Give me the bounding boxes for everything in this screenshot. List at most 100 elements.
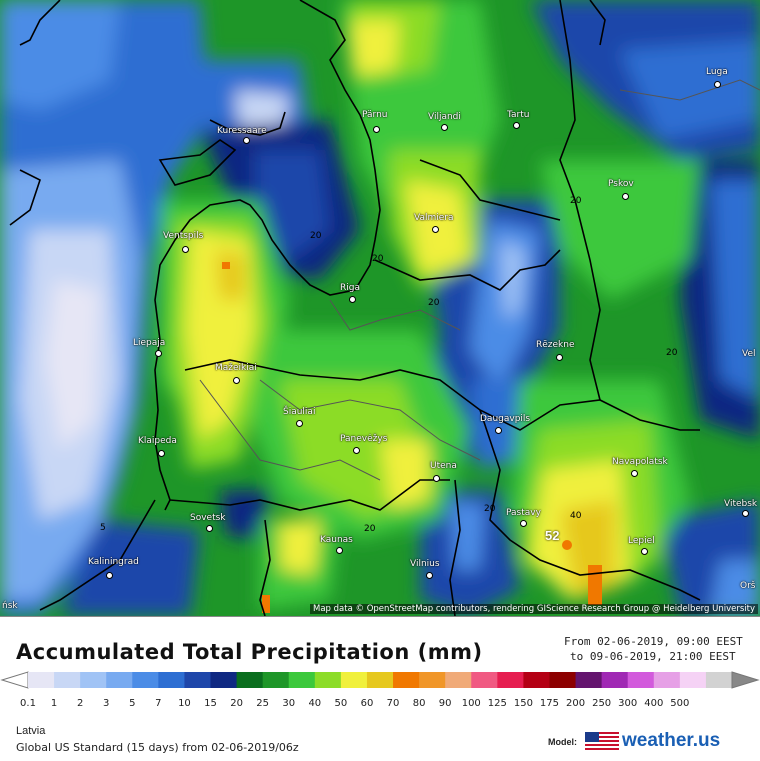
- city-label[interactable]: Pskov: [608, 179, 634, 189]
- city-label[interactable]: Ventspils: [163, 231, 204, 241]
- city-label[interactable]: Panevėžys: [340, 434, 388, 444]
- city-label[interactable]: Orš: [740, 581, 756, 591]
- city-label[interactable]: Luga: [706, 67, 728, 77]
- scale-color-cell: [210, 672, 238, 688]
- map-title: Accumulated Total Precipitation (mm): [16, 640, 483, 664]
- period-from: From 02-06-2019, 09:00 EEST: [564, 635, 743, 648]
- scale-tick-label: 150: [513, 698, 533, 709]
- contour-label: 20: [570, 196, 582, 206]
- contour-label: 20: [666, 348, 678, 358]
- scale-color-cell: [314, 672, 342, 688]
- city-label[interactable]: Lepiel: [628, 536, 655, 546]
- city-label[interactable]: Valmiera: [414, 213, 454, 223]
- scale-tick-label: 500: [670, 698, 690, 709]
- city-label[interactable]: Pastavy: [506, 508, 541, 518]
- scale-color-cell: [132, 672, 159, 688]
- scale-color-cell: [288, 672, 316, 688]
- scale-color-cell: [366, 672, 394, 688]
- scale-tick-label: 15: [204, 698, 217, 709]
- scale-color-cell: [106, 672, 133, 688]
- scale-tick-label: 10: [178, 698, 191, 709]
- scale-color-cell: [158, 672, 185, 688]
- scale-tick-label: 80: [412, 698, 426, 709]
- scale-color-cell: [28, 672, 55, 688]
- city-label[interactable]: Kaliningrad: [88, 557, 139, 567]
- city-label[interactable]: Vitebsk: [724, 499, 758, 509]
- scale-tick-label: 60: [360, 698, 374, 709]
- scale-tick-label: 90: [438, 698, 452, 709]
- scale-arrow-high: [731, 671, 760, 689]
- scale-color-cell: [262, 672, 290, 688]
- scale-tick-label: 1: [50, 698, 58, 709]
- model-run-text: Global US Standard (15 days) from 02-06-…: [16, 741, 299, 754]
- scale-color-cell: [601, 672, 629, 688]
- city-label[interactable]: Pärnu: [362, 110, 388, 120]
- brand-logo[interactable]: weather.us: [622, 730, 721, 751]
- scale-tick-label: 50: [334, 698, 348, 709]
- city-label[interactable]: Utena: [430, 461, 457, 471]
- map-attribution[interactable]: Map data © OpenStreetMap contributors, r…: [310, 604, 758, 614]
- region-name: Latvia: [16, 725, 46, 737]
- city-dot: [206, 525, 213, 532]
- city-dot: [243, 137, 250, 144]
- scale-tick-label: 125: [487, 698, 507, 709]
- scale-color-cell: [54, 672, 81, 688]
- city-dot: [433, 475, 440, 482]
- scale-tick-label: 400: [644, 698, 664, 709]
- period-to: to 09-06-2019, 21:00 EEST: [570, 650, 736, 663]
- scale-tick-label: 300: [618, 698, 638, 709]
- contour-label: 20: [364, 524, 376, 534]
- city-label[interactable]: Daugavpils: [480, 414, 531, 424]
- city-label[interactable]: Vilnius: [410, 559, 440, 569]
- city-label[interactable]: Navapolatsk: [612, 457, 668, 467]
- city-label[interactable]: Tartu: [507, 110, 530, 120]
- city-dot: [349, 296, 356, 303]
- city-dot: [495, 427, 502, 434]
- contour-label: 20: [484, 504, 496, 514]
- model-label: Model:: [548, 737, 577, 747]
- precipitation-map[interactable]: Kuressaare Pärnu Viljandi Tartu Luga Psk…: [0, 0, 760, 616]
- city-dot: [441, 124, 448, 131]
- city-label[interactable]: Mažeikiai: [215, 363, 257, 373]
- city-label[interactable]: Riga: [340, 283, 360, 293]
- scale-color-cell: [340, 672, 368, 688]
- city-dot: [155, 350, 162, 357]
- scale-color-cell: [393, 672, 420, 688]
- scale-arrow-low: [0, 671, 29, 689]
- scale-color-cell: [471, 672, 498, 688]
- scale-tick-label: 2: [76, 698, 84, 709]
- city-label[interactable]: Viljandi: [428, 112, 461, 122]
- city-dot: [426, 572, 433, 579]
- scale-tick-label: 20: [230, 698, 243, 709]
- scale-color-cell: [705, 672, 733, 688]
- contour-label: 20: [428, 298, 440, 308]
- scale-color-cell: [575, 672, 603, 688]
- scale-color-cell: [679, 672, 707, 688]
- scale-tick-label: 3: [103, 698, 110, 709]
- city-dot: [353, 447, 360, 454]
- city-label[interactable]: ńsk: [2, 601, 18, 611]
- scale-color-cell: [549, 672, 577, 688]
- city-dot: [106, 572, 113, 579]
- scale-tick-label: 250: [592, 698, 612, 709]
- city-label[interactable]: Rēzekne: [536, 340, 575, 350]
- scale-tick-label: 70: [386, 698, 400, 709]
- city-label[interactable]: Šiauliai: [283, 407, 316, 417]
- city-label[interactable]: Sovetsk: [190, 513, 226, 523]
- city-label[interactable]: Klaipeda: [138, 436, 177, 446]
- scale-tick-label: 0.1: [20, 698, 36, 709]
- city-label[interactable]: Liepaja: [133, 338, 166, 348]
- scale-color-cell: [653, 672, 681, 688]
- us-flag-icon: [585, 732, 619, 752]
- city-dot: [622, 193, 629, 200]
- city-dot: [641, 548, 648, 555]
- city-dot: [432, 226, 439, 233]
- scale-tick-label: 175: [539, 698, 560, 709]
- legend-panel: [0, 616, 760, 761]
- city-label[interactable]: Kaunas: [320, 535, 353, 545]
- city-dot: [296, 420, 303, 427]
- city-dot: [520, 520, 527, 527]
- scale-color-cell: [445, 672, 472, 688]
- city-label[interactable]: Vel: [742, 349, 756, 359]
- city-label[interactable]: Kuressaare: [217, 126, 267, 136]
